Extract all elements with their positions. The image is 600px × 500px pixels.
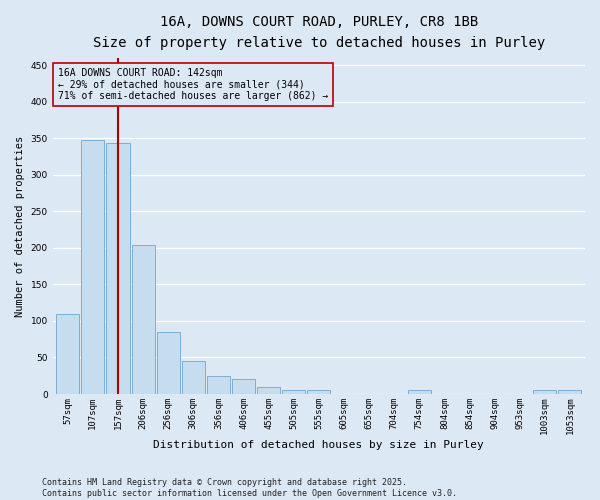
Bar (307, 390, 331, 394)
Bar (182, 361, 205, 394)
Bar (257, 386, 280, 394)
Bar (232, 380, 255, 394)
Bar (81, 140, 104, 394)
Bar (408, 390, 431, 394)
Text: 16A DOWNS COURT ROAD: 142sqm
← 29% of detached houses are smaller (344)
71% of s: 16A DOWNS COURT ROAD: 142sqm ← 29% of de… (58, 68, 328, 101)
Bar (106, 142, 130, 394)
Title: 16A, DOWNS COURT ROAD, PURLEY, CR8 1BB
Size of property relative to detached hou: 16A, DOWNS COURT ROAD, PURLEY, CR8 1BB S… (93, 15, 545, 50)
Bar (56, 314, 79, 394)
Bar (559, 390, 581, 394)
Bar (282, 390, 305, 394)
Y-axis label: Number of detached properties: Number of detached properties (15, 136, 25, 316)
Bar (207, 376, 230, 394)
Bar (131, 245, 155, 394)
Text: Contains HM Land Registry data © Crown copyright and database right 2025.
Contai: Contains HM Land Registry data © Crown c… (42, 478, 457, 498)
X-axis label: Distribution of detached houses by size in Purley: Distribution of detached houses by size … (154, 440, 484, 450)
Bar (157, 332, 180, 394)
Bar (533, 390, 556, 394)
